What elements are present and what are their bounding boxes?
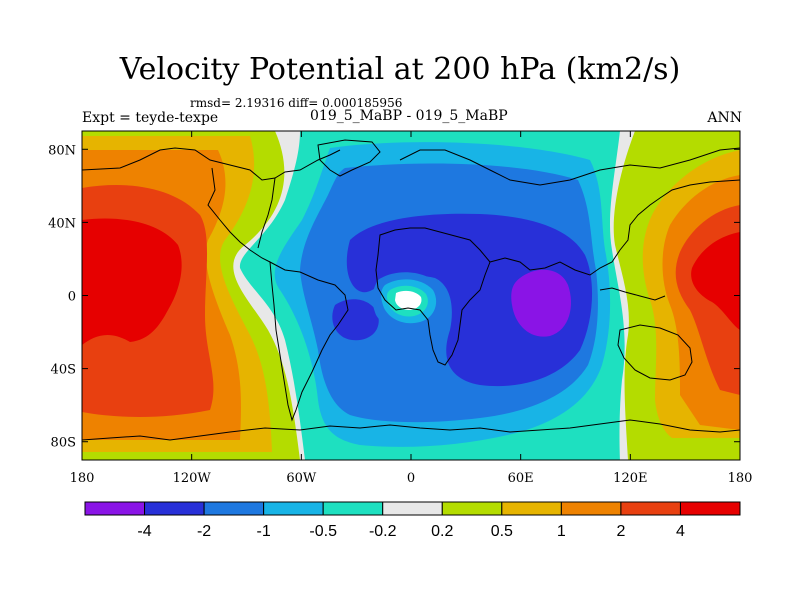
colorbar-label: 0.5 — [491, 523, 513, 540]
colorbar-label: 2 — [616, 523, 625, 540]
x-tick-label: 120W — [173, 471, 212, 486]
experiment-label: Expt = teyde-texpe — [82, 110, 219, 126]
contour-field — [82, 131, 740, 460]
colorbar-label: -0.2 — [369, 523, 397, 540]
coastline-antarctica — [82, 419, 740, 441]
coastline-greenland — [317, 139, 381, 177]
y-tick-label: 80N — [48, 143, 76, 158]
season-label: ANN — [707, 110, 742, 126]
colorbar-label: -1 — [257, 523, 271, 540]
positive-anomaly-west — [82, 131, 300, 460]
y-tick-label: 0 — [68, 290, 76, 305]
colorbar-label: 4 — [676, 523, 685, 540]
colorbar-swatch — [679, 501, 741, 516]
x-tick-label: 60E — [508, 471, 534, 486]
x-tick-label: 180 — [728, 471, 753, 486]
x-tick-label: 120E — [613, 471, 647, 486]
rmsd-label: rmsd= 2.19316 diff= 0.000185956 — [190, 96, 403, 110]
colorbar-label: -0.5 — [309, 523, 337, 540]
x-tick-label: 0 — [407, 471, 415, 486]
colorbar-swatch — [441, 501, 503, 516]
contour-level-neg-4 — [511, 269, 571, 337]
coastline-indonesia — [599, 287, 666, 301]
chart-title: Velocity Potential at 200 hPa (km2/s) — [119, 52, 681, 87]
x-tick-label: 180 — [70, 471, 95, 486]
y-tick-label: 80S — [51, 436, 76, 451]
coastline-south-america — [269, 261, 349, 422]
axes: 180 120W 60W 0 60E 120E 180 80N 40N 0 40S 80S — [48, 131, 752, 486]
positive-anomaly-east — [613, 131, 740, 460]
coastline-asia — [489, 179, 740, 276]
colorbar-swatch — [263, 501, 324, 516]
case-label: 019_5_MaBP - 019_5_MaBP — [310, 108, 508, 124]
colorbar-swatch — [501, 501, 562, 516]
colorbar-swatch — [560, 501, 622, 516]
coastlines — [82, 139, 740, 441]
colorbar-swatch — [144, 501, 205, 516]
coastline-australia — [617, 324, 693, 381]
colorbar-swatch — [382, 501, 443, 516]
colorbar-swatch — [84, 501, 146, 516]
coastline-north-america — [82, 147, 341, 263]
y-tick-label: 40S — [51, 363, 76, 378]
negative-anomaly — [239, 131, 625, 460]
contour-level-neg-2-west — [332, 299, 379, 341]
colorbar-swatch — [203, 501, 265, 516]
colorbar-label: -2 — [197, 523, 211, 540]
colorbar-label: -4 — [137, 523, 151, 540]
contour-level-neg-2 — [346, 213, 593, 387]
y-tick-label: 40N — [48, 216, 76, 231]
colorbar-swatch — [322, 501, 384, 516]
coastline-africa-europe — [375, 147, 740, 366]
colorbar-label: 1 — [557, 523, 566, 540]
contour-level-near-zero-center — [395, 290, 422, 310]
contour-level-pos-4 — [82, 218, 182, 345]
colorbar-label: 0.2 — [431, 523, 453, 540]
contour-level-pos-4-east — [691, 232, 740, 330]
colorbar-swatch — [620, 501, 681, 516]
colorbar: -4 -2 -1 -0.5 -0.2 0.2 0.5 1 2 4 — [84, 501, 741, 540]
x-tick-label: 60W — [286, 471, 317, 486]
